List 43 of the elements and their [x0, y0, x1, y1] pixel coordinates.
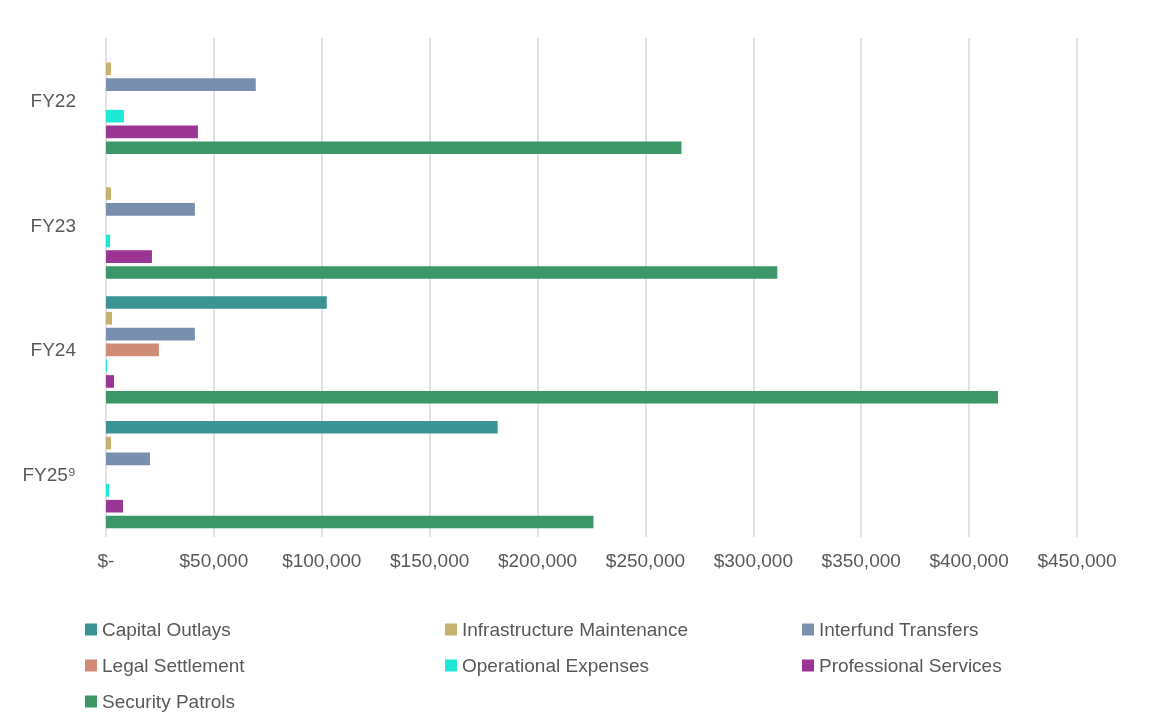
bar	[106, 420, 498, 434]
bar	[106, 266, 778, 279]
x-tick-label: $50,000	[179, 550, 249, 571]
y-tick-label: FY23	[30, 214, 76, 236]
bar	[106, 109, 124, 123]
bar	[106, 343, 159, 357]
x-tick-label: $250,000	[605, 550, 686, 571]
legend-label: Capital Outlays	[102, 619, 231, 640]
x-tick-label: $150,000	[390, 550, 470, 571]
legend-label: Security Patrols	[102, 691, 236, 712]
bar	[106, 78, 256, 91]
legend-label: Operational Expenses	[462, 655, 649, 676]
x-tick-label: $350,000	[821, 550, 901, 571]
y-tick-label: FY24	[30, 339, 77, 361]
x-tick-label: $300,000	[713, 550, 793, 571]
bar	[106, 390, 999, 404]
bar	[106, 250, 152, 263]
bar	[106, 452, 151, 466]
bar	[106, 515, 594, 529]
x-tick-label: $200,000	[497, 550, 578, 571]
legend-label: Infrastructure Maintenance	[462, 619, 689, 640]
bar	[106, 141, 682, 155]
x-tick-label: $100,000	[282, 550, 362, 571]
bar	[106, 484, 110, 497]
bar	[106, 312, 113, 325]
bar	[106, 296, 327, 309]
x-tick-label: $400,000	[929, 550, 1009, 571]
bar	[106, 327, 195, 341]
legend-label: Interfund Transfers	[819, 619, 979, 640]
bar	[106, 234, 111, 248]
bar	[106, 499, 124, 513]
bar	[106, 436, 111, 450]
x-tick-label: $-	[97, 550, 115, 571]
legend-label: Legal Settlement	[102, 655, 246, 676]
bar	[106, 203, 195, 216]
y-tick-label: FY22	[30, 89, 76, 111]
x-tick-label: $450,000	[1037, 550, 1117, 571]
bar	[106, 125, 198, 139]
bar	[106, 62, 111, 76]
y-tick-label: FY25⁹	[22, 464, 76, 486]
legend-label: Professional Services	[819, 655, 1002, 676]
bar	[106, 187, 111, 200]
bar	[106, 375, 114, 388]
